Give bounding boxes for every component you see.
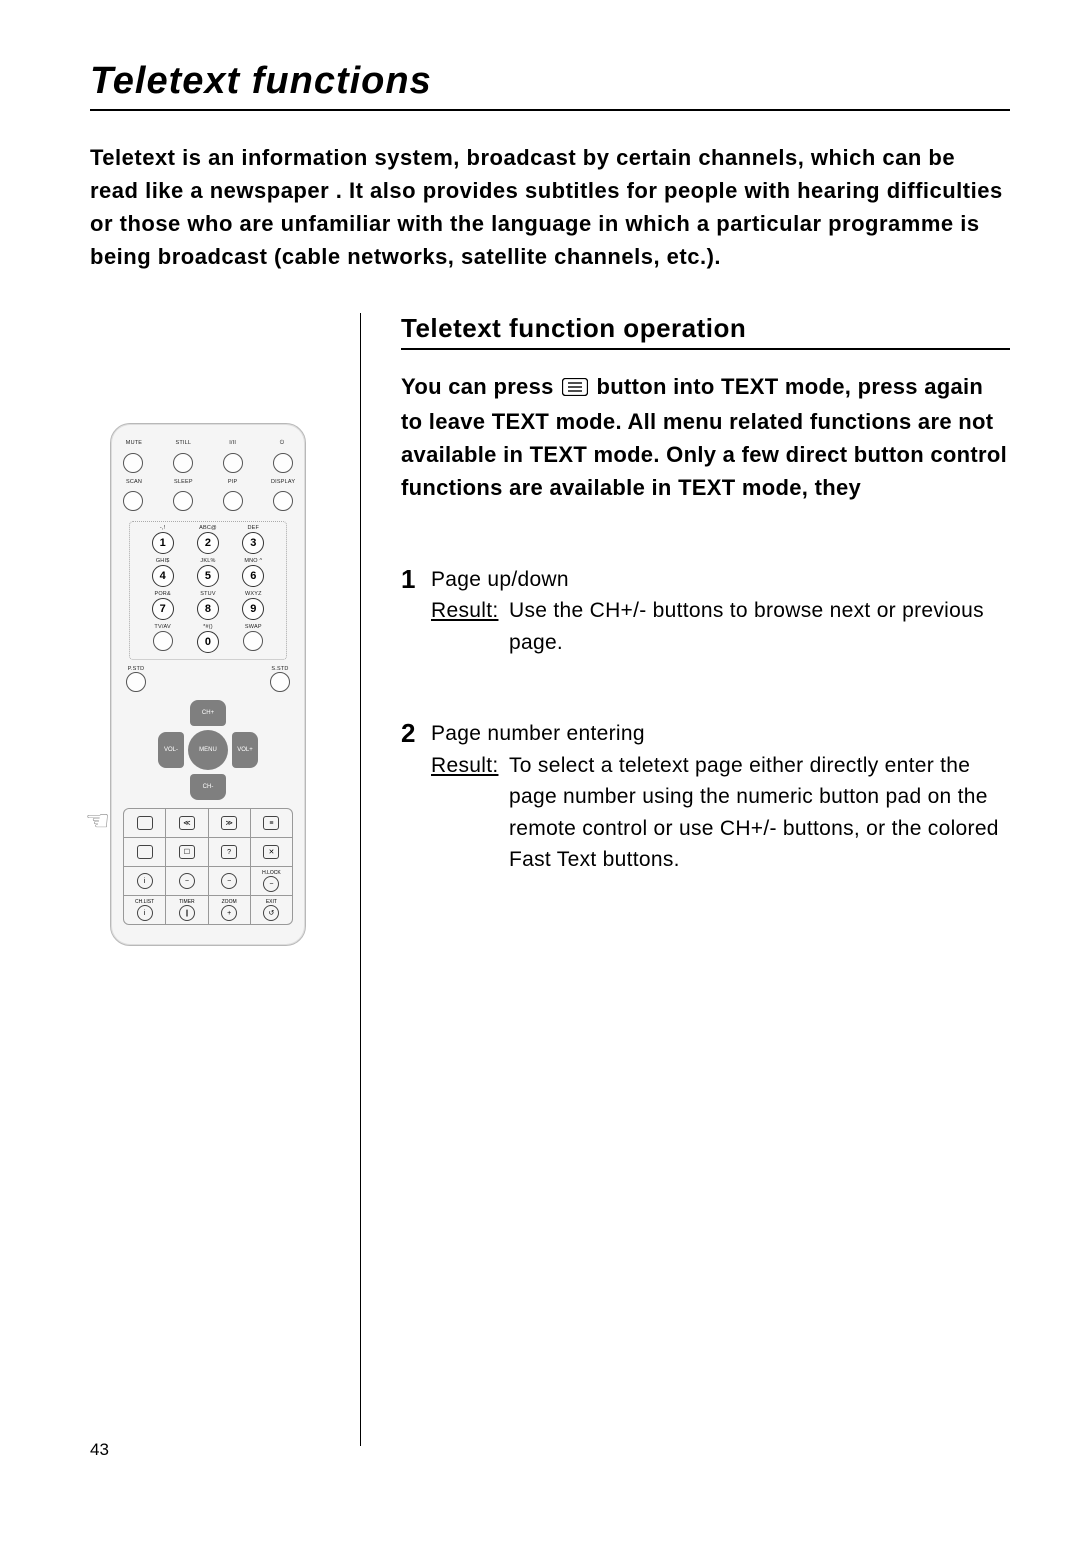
hold-2: − <box>209 867 251 895</box>
vol-plus-button: VOL+ <box>232 732 258 768</box>
section-heading: Teletext function operation <box>401 313 1010 350</box>
bottom-grid: ≪ ≫ ≡ ☐ ? ✕ i − − H.LOCK− <box>123 808 293 925</box>
color-green <box>124 838 166 866</box>
btn-label-still: STILL <box>172 440 194 447</box>
cancel: ✕ <box>251 838 292 866</box>
scan-button <box>123 491 143 511</box>
num-3: 3 <box>242 532 264 554</box>
page-title: Teletext functions <box>90 60 1010 103</box>
sstd-button <box>270 672 290 692</box>
btn-label-display: DISPLAY <box>271 479 293 485</box>
num-5: 5 <box>197 565 219 587</box>
step-2-result: To select a teletext page either directl… <box>509 750 1010 876</box>
step-2-title: Page number entering <box>431 718 1010 750</box>
pstd-button <box>126 672 146 692</box>
left-column: ☞ MUTE STILL I/II ⏻ SCAN SLEEP <box>90 313 361 1446</box>
num-9: 9 <box>242 598 264 620</box>
teletext: ≡ <box>251 809 292 837</box>
hlock: H.LOCK− <box>251 867 292 895</box>
page-number: 43 <box>90 1440 109 1460</box>
btn-label-scan: SCAN <box>123 479 145 485</box>
num-1: 1 <box>152 532 174 554</box>
teletext-icon <box>562 372 588 405</box>
info: i <box>124 867 166 895</box>
audio-button <box>223 453 243 473</box>
title-rule <box>90 109 1010 111</box>
chlist: CH.LISTi <box>124 896 166 924</box>
swap-button <box>243 631 263 651</box>
pip-button <box>223 491 243 511</box>
step-1: 1 Page up/down Result: Use the CH+/- but… <box>401 564 1010 659</box>
btn-label-power: ⏻ <box>271 440 293 447</box>
num-6: 6 <box>242 565 264 587</box>
sleep-button <box>173 491 193 511</box>
step-2: 2 Page number entering Result: To select… <box>401 718 1010 876</box>
num-7: 7 <box>152 598 174 620</box>
step-2-result-label: Result: <box>431 750 509 876</box>
right-column: Teletext function operation You can pres… <box>361 313 1010 936</box>
num-8: 8 <box>197 598 219 620</box>
btn-label-mute: MUTE <box>123 440 145 447</box>
color-red <box>124 809 166 837</box>
exit: EXIT↺ <box>251 896 292 924</box>
hold-1: − <box>166 867 208 895</box>
step-2-number: 2 <box>401 718 431 876</box>
pointing-hand-icon: ☞ <box>85 804 110 837</box>
num-0: 0 <box>197 631 219 653</box>
step-1-title: Page up/down <box>431 564 1010 596</box>
step-1-result-label: Result: <box>431 595 509 658</box>
display-button <box>273 491 293 511</box>
section-intro: You can press button into TEXT mode, pre… <box>401 370 1010 504</box>
zoom: ZOOM+ <box>209 896 251 924</box>
reveal: ? <box>209 838 251 866</box>
numpad-container: -,!1 ABC@2 DEF3 GHI$4 JKL%5 MNO ^6 POR&7… <box>129 521 287 660</box>
vol-minus-button: VOL- <box>158 732 184 768</box>
forward: ≫ <box>209 809 251 837</box>
still-button <box>173 453 193 473</box>
timer: TIMER∥ <box>166 896 208 924</box>
remote-control-diagram: ☞ MUTE STILL I/II ⏻ SCAN SLEEP <box>110 423 306 946</box>
tvav-button <box>153 631 173 651</box>
step-1-result: Use the CH+/- buttons to browse next or … <box>509 595 1010 658</box>
btn-label-audio: I/II <box>222 440 244 447</box>
num-2: 2 <box>197 532 219 554</box>
power-button <box>273 453 293 473</box>
intro-paragraph: Teletext is an information system, broad… <box>90 141 1010 273</box>
btn-label-sleep: SLEEP <box>172 479 194 485</box>
ch-minus-button: CH- <box>190 774 226 800</box>
ch-plus-button: CH+ <box>190 700 226 726</box>
rewind: ≪ <box>166 809 208 837</box>
subpage: ☐ <box>166 838 208 866</box>
mute-button <box>123 453 143 473</box>
menu-button: MENU <box>188 730 228 770</box>
num-4: 4 <box>152 565 174 587</box>
step-1-number: 1 <box>401 564 431 659</box>
nav-pad: CH+ CH- VOL- VOL+ MENU <box>158 700 258 800</box>
btn-label-pip: PIP <box>222 479 244 485</box>
